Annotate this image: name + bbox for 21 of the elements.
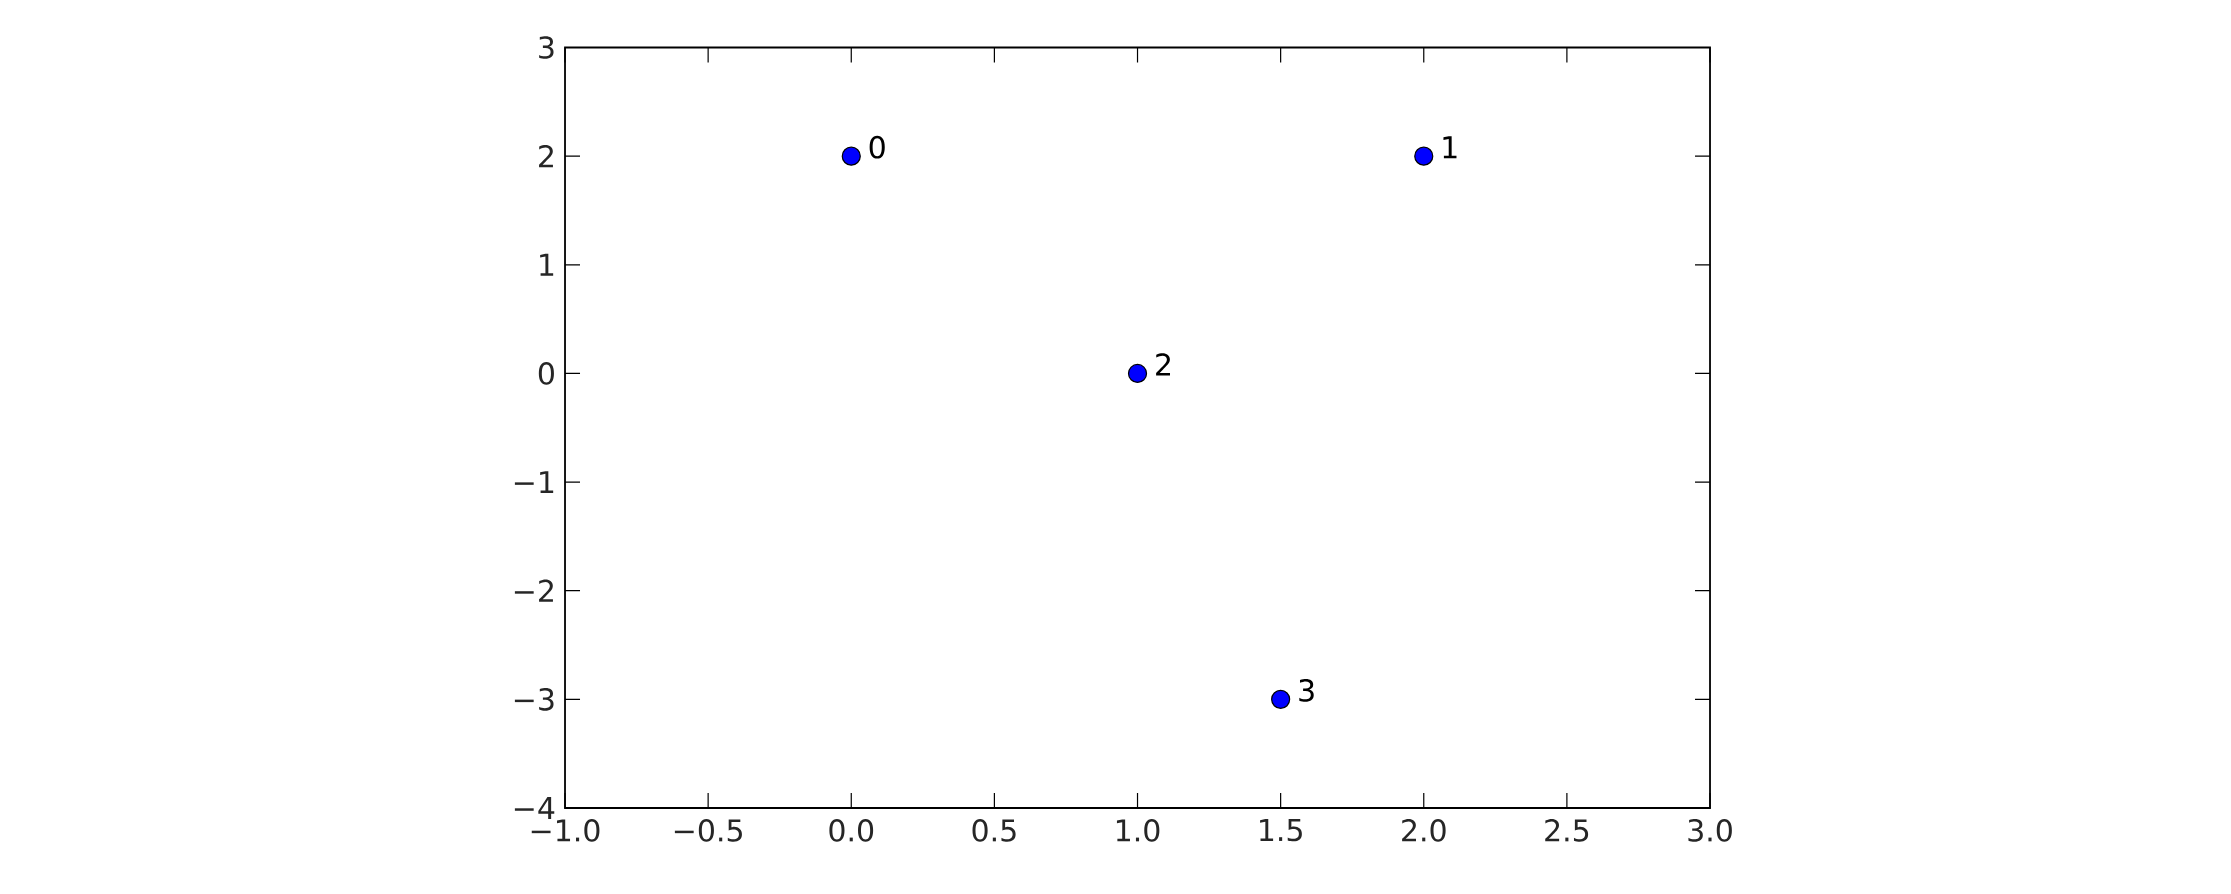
x-tick-label: 1.0	[1116, 819, 1160, 842]
x-tick-label: 0.5	[972, 819, 1016, 842]
y-tick-label: 1	[540, 253, 554, 276]
y-tick-label: −4	[514, 797, 555, 819]
y-tick-label: −3	[514, 688, 554, 711]
y-tick-label: −2	[514, 579, 553, 602]
x-tick-label: 2.0	[1402, 819, 1446, 842]
x-tick-label: −1.0	[531, 819, 600, 842]
x-tick-label: 1.5	[1260, 819, 1302, 842]
annotation: 0	[869, 135, 885, 159]
x-tick-label: 3.0	[1688, 819, 1732, 842]
x-tick-label: 2.5	[1545, 819, 1589, 842]
annotation: 3	[1299, 679, 1314, 702]
y-tick-label: 2	[539, 145, 553, 168]
y-tick-label: −1	[514, 471, 554, 493]
x-tick-label: 0.0	[829, 819, 874, 842]
annotation: 1	[1443, 136, 1457, 159]
x-tick-label: −0.5	[674, 819, 742, 842]
y-tick-label: 0	[538, 362, 554, 385]
y-tick-label: 3	[539, 36, 554, 59]
annotation: 2	[1156, 353, 1171, 376]
